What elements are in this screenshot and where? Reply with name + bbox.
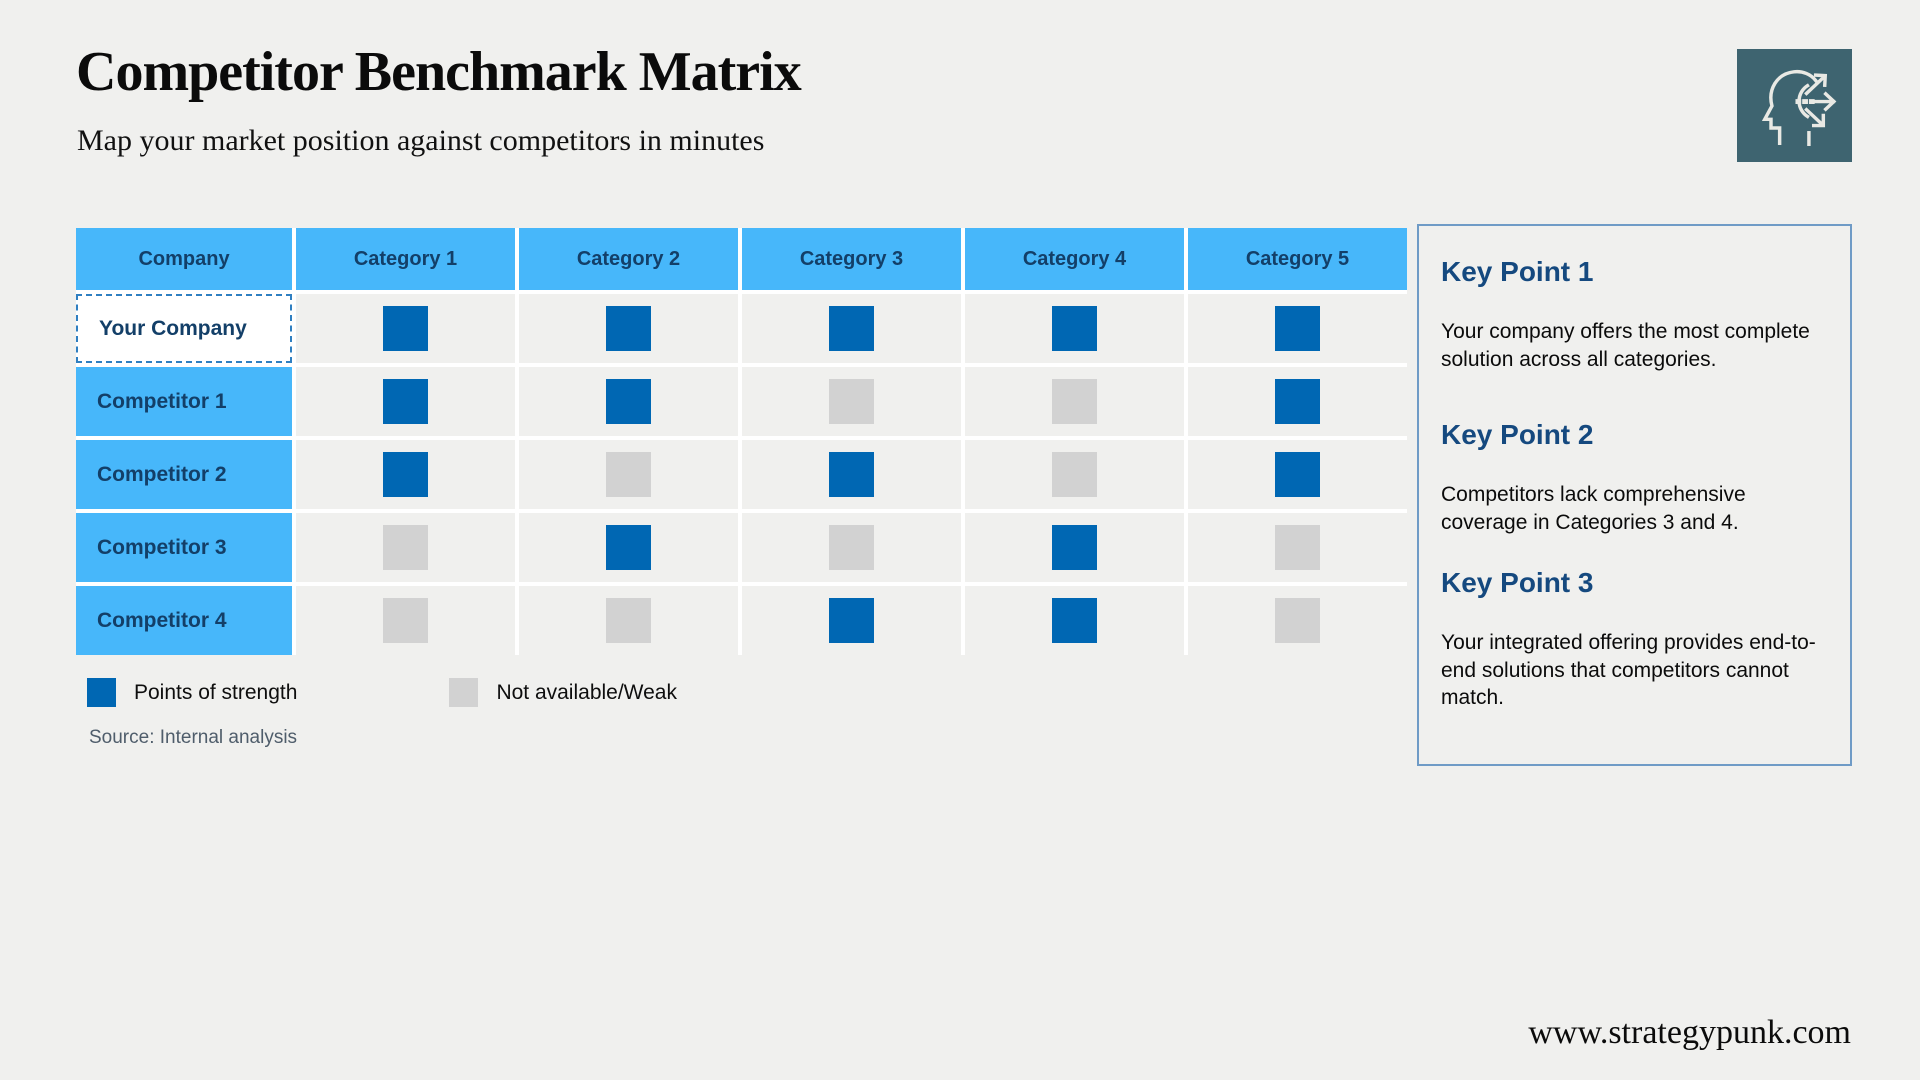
matrix-cell [296, 586, 515, 655]
matrix-cell [1188, 513, 1407, 582]
column-header-company: Company [76, 228, 292, 290]
legend: Points of strength Not available/Weak [87, 678, 677, 707]
column-header-category-2: Category 2 [519, 228, 738, 290]
row-label: Competitor 2 [76, 440, 292, 509]
matrix-cell [965, 586, 1184, 655]
matrix-cell [742, 586, 961, 655]
matrix-cell [1188, 294, 1407, 363]
key-point-2-text: Competitors lack comprehensive coverage … [1441, 483, 1746, 535]
strength-square [1275, 306, 1320, 351]
website-url: www.strategypunk.com [1528, 1014, 1851, 1051]
column-header-category-1: Category 1 [296, 228, 515, 290]
key-point-3-heading: Key Point 3 [1441, 566, 1594, 598]
brand-logo [1737, 49, 1852, 162]
row-label: Competitor 1 [76, 367, 292, 436]
strength-square [606, 525, 651, 570]
strength-square [1275, 452, 1320, 497]
strength-square [606, 306, 651, 351]
matrix-cell [519, 440, 738, 509]
strength-label: Points of strength [134, 680, 298, 704]
row-label: Competitor 4 [76, 586, 292, 655]
matrix-cell [742, 367, 961, 436]
weak-square [1052, 452, 1097, 497]
strength-square [383, 452, 428, 497]
matrix-cell [1188, 586, 1407, 655]
weak-square [1275, 525, 1320, 570]
matrix-cell [296, 294, 515, 363]
key-point-2-heading: Key Point 2 [1441, 419, 1594, 451]
benchmark-matrix: Company Category 1 Category 2 Category 3… [76, 228, 1407, 655]
matrix-cell [965, 367, 1184, 436]
matrix-cell [1188, 440, 1407, 509]
strength-square [829, 598, 874, 643]
weak-square [383, 598, 428, 643]
strength-square [829, 452, 874, 497]
row-label: Your Company [76, 294, 292, 363]
matrix-cell [296, 440, 515, 509]
matrix-cell [519, 586, 738, 655]
key-point-3: Key Point 3 Your integrated offering pro… [1441, 567, 1828, 712]
strength-square [1275, 379, 1320, 424]
weak-square [606, 598, 651, 643]
column-header-category-5: Category 5 [1188, 228, 1407, 290]
matrix-cell [965, 440, 1184, 509]
key-point-3-text: Your integrated offering provides end-to… [1441, 630, 1816, 710]
key-points-panel: Key Point 1 Your company offers the most… [1417, 224, 1852, 766]
row-label: Competitor 3 [76, 513, 292, 582]
strength-square [829, 306, 874, 351]
strength-square [1052, 598, 1097, 643]
strength-square [1052, 306, 1097, 351]
key-point-1-heading: Key Point 1 [1441, 256, 1594, 287]
strength-square [383, 379, 428, 424]
key-point-2: Key Point 2 Competitors lack comprehensi… [1441, 419, 1828, 536]
matrix-cell [296, 513, 515, 582]
key-point-1-text: Your company offers the most complete so… [1441, 320, 1810, 371]
weak-square [1275, 598, 1320, 643]
column-header-category-3: Category 3 [742, 228, 961, 290]
column-header-category-4: Category 4 [965, 228, 1184, 290]
matrix-cell [965, 513, 1184, 582]
weak-label: Not available/Weak [496, 680, 677, 704]
strength-swatch [87, 678, 116, 707]
weak-swatch [449, 678, 479, 707]
key-point-1: Key Point 1 Your company offers the most… [1441, 256, 1828, 373]
strength-square [606, 379, 651, 424]
strength-square [383, 306, 428, 351]
matrix-cell [519, 294, 738, 363]
weak-square [829, 379, 874, 424]
weak-square [606, 452, 651, 497]
matrix-cell [742, 440, 961, 509]
matrix-cell [742, 294, 961, 363]
strength-square [1052, 525, 1097, 570]
weak-square [383, 525, 428, 570]
matrix-cell [742, 513, 961, 582]
matrix-cell [965, 294, 1184, 363]
weak-square [1052, 379, 1097, 424]
matrix-cell [519, 367, 738, 436]
matrix-cell [296, 367, 515, 436]
matrix-cell [519, 513, 738, 582]
head-with-arrows-icon [1747, 55, 1843, 156]
page-subtitle: Map your market position against competi… [77, 124, 765, 157]
weak-square [829, 525, 874, 570]
source-note: Source: Internal analysis [89, 727, 298, 748]
matrix-cell [1188, 367, 1407, 436]
page-title: Competitor Benchmark Matrix [76, 41, 802, 103]
